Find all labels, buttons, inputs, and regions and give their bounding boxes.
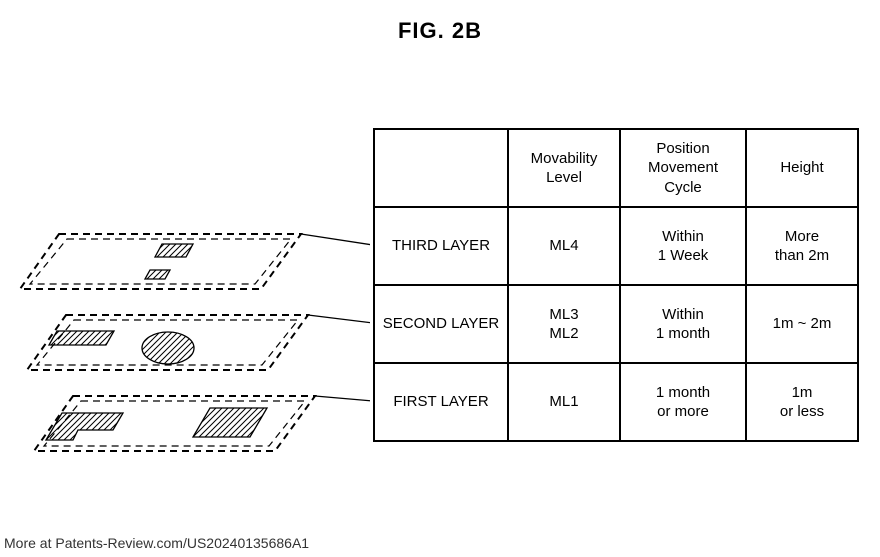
layer-block-first-1 <box>193 408 267 437</box>
table-header-height: Height <box>746 129 858 207</box>
cell-cycle: Within1 Week <box>620 207 746 285</box>
footer-text: More at Patents-Review.com/US20240135686… <box>4 535 309 551</box>
figure-title: FIG. 2B <box>0 18 880 44</box>
layer-diagram <box>10 230 370 550</box>
cell-layer: SECOND LAYER <box>374 285 508 363</box>
table-header-cycle: PositionMovementCycle <box>620 129 746 207</box>
cell-height: Morethan 2m <box>746 207 858 285</box>
layer-outline-third <box>20 234 301 289</box>
layer-block-second-0 <box>49 331 114 345</box>
cell-ml: ML3ML2 <box>508 285 620 363</box>
cell-height: 1m ~ 2m <box>746 285 858 363</box>
table-row: THIRD LAYER ML4 Within1 Week Morethan 2m <box>374 207 858 285</box>
cell-cycle: Within1 month <box>620 285 746 363</box>
leader-line-second <box>308 315 370 323</box>
cell-layer: FIRST LAYER <box>374 363 508 441</box>
table-row: SECOND LAYER ML3ML2 Within1 month 1m ~ 2… <box>374 285 858 363</box>
cell-ml: ML1 <box>508 363 620 441</box>
layer-block-third-0 <box>155 244 193 257</box>
cell-cycle: 1 monthor more <box>620 363 746 441</box>
table-row: FIRST LAYER ML1 1 monthor more 1mor less <box>374 363 858 441</box>
leader-line-first <box>315 396 370 401</box>
leader-line-third <box>301 234 370 245</box>
movability-table: MovabilityLevel PositionMovementCycle He… <box>373 128 859 442</box>
cell-layer: THIRD LAYER <box>374 207 508 285</box>
cell-height: 1mor less <box>746 363 858 441</box>
table-header-empty <box>374 129 508 207</box>
table-header-movability: MovabilityLevel <box>508 129 620 207</box>
cell-ml: ML4 <box>508 207 620 285</box>
layer-ellipse-second <box>142 332 194 364</box>
layer-block-third-1 <box>145 270 170 279</box>
